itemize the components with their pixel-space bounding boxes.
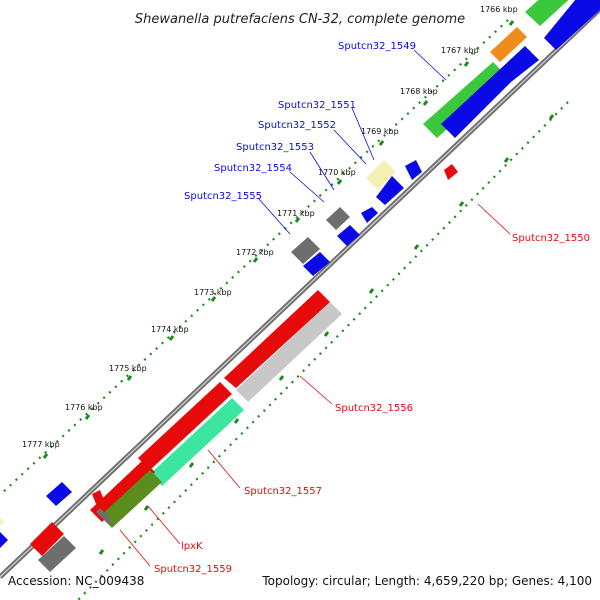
feature-orange xyxy=(490,27,527,62)
feature-blue-long xyxy=(441,46,539,138)
kbp-tick-marks xyxy=(42,20,515,459)
outer-tick-marks xyxy=(98,114,555,555)
feature-red-1558 xyxy=(90,460,155,522)
tick-mark xyxy=(458,201,465,207)
tick-label: 1772 kbp xyxy=(236,248,274,257)
tick-mark xyxy=(368,288,375,294)
tick-label: 1776 kbp xyxy=(65,403,103,412)
feature-blue-1555a xyxy=(361,207,378,223)
feature-blue-1552 xyxy=(405,160,422,180)
leader-line xyxy=(413,49,447,81)
feature-mint-1557 xyxy=(150,398,244,486)
tick-mark xyxy=(210,296,217,302)
tick-mark xyxy=(126,375,133,381)
feature-gray-bottom xyxy=(38,536,76,572)
feature-blue-1555b xyxy=(337,225,360,246)
tick-mark xyxy=(323,331,330,337)
tick-label: 1773 kbp xyxy=(194,288,232,297)
gene-label: Sputcn32_1550 xyxy=(512,233,590,244)
tick-mark xyxy=(233,418,240,424)
tick-label: 1777 kbp xyxy=(22,440,60,449)
tick-mark xyxy=(188,462,195,468)
feature-red-bottom xyxy=(30,522,64,556)
gene-label: Sputcn32_1554 xyxy=(214,163,292,174)
kbp-tick-labels: 1766 kbp 1767 kbp 1768 kbp 1769 kbp 1770… xyxy=(22,5,518,449)
genome-summary-text: Topology: circular; Length: 4,659,220 bp… xyxy=(261,574,592,588)
feature-blue-1553 xyxy=(376,176,404,205)
leader-line xyxy=(257,197,291,235)
feature-blue-top xyxy=(544,0,600,50)
leader-line xyxy=(351,107,375,161)
tick-label: 1768 kbp xyxy=(400,87,438,96)
tick-mark xyxy=(42,453,49,459)
feature-light-gray-1556 xyxy=(236,302,342,402)
tick-label: 1767 kbp xyxy=(441,46,479,55)
tick-mark xyxy=(463,61,470,67)
tick-mark xyxy=(508,20,515,26)
feature-red-1550 xyxy=(444,164,458,180)
tick-mark xyxy=(336,179,343,185)
tick-mark xyxy=(548,114,555,120)
tick-mark xyxy=(278,375,285,381)
tick-label: 1766 kbp xyxy=(480,5,518,14)
feature-pale-yellow-edge xyxy=(0,518,4,526)
tick-mark xyxy=(503,157,510,163)
leader-line xyxy=(477,203,511,235)
leader-line xyxy=(299,375,333,405)
reverse-features xyxy=(30,164,458,572)
feature-red-small xyxy=(92,490,104,504)
forward-features xyxy=(0,0,600,548)
tick-label: 1771 kbp xyxy=(277,209,315,218)
leader-line xyxy=(309,151,335,191)
gene-label: Sputcn32_1555 xyxy=(184,191,262,202)
gene-label: Sputcn32_1553 xyxy=(236,142,314,153)
tick-mark xyxy=(168,335,175,341)
tick-label: 1774 kbp xyxy=(151,325,189,334)
gene-label: Sputcn32_1557 xyxy=(244,486,322,497)
feature-green-long xyxy=(423,62,507,138)
leader-line xyxy=(289,171,325,203)
tick-mark xyxy=(84,414,91,420)
gene-label: Sputcn32_1552 xyxy=(258,120,336,131)
forward-gene-labels: Sputcn32_1549 Sputcn32_1551 Sputcn32_155… xyxy=(184,41,416,202)
tick-mark xyxy=(143,505,150,511)
forward-leader-lines xyxy=(257,49,447,235)
tick-mark xyxy=(294,217,301,223)
tick-mark xyxy=(98,549,105,555)
reverse-leader-lines xyxy=(119,203,511,567)
feature-blue-edge xyxy=(0,532,8,548)
tick-mark xyxy=(378,140,385,146)
leader-line xyxy=(207,449,241,489)
genome-backbone-highlight xyxy=(0,8,600,578)
accession-text: Accession: NC_009438 xyxy=(8,574,144,588)
gene-label: Sputcn32_1551 xyxy=(278,100,356,111)
reverse-gene-labels: Sputcn32_1550 Sputcn32_1556 Sputcn32_155… xyxy=(154,233,590,575)
feature-blue-left xyxy=(46,482,72,506)
gene-label: lpxK xyxy=(181,541,203,552)
gene-label: Sputcn32_1549 xyxy=(338,41,416,52)
feature-olive-lpxK xyxy=(100,470,162,528)
feature-gray-1554 xyxy=(326,207,350,230)
feature-blue-1556a xyxy=(303,252,330,276)
tick-mark xyxy=(422,100,429,106)
leader-line xyxy=(333,129,367,165)
feature-gray-1559 xyxy=(96,508,112,524)
map-title: Shewanella putrefaciens CN-32, complete … xyxy=(135,12,465,27)
tick-label: 1769 kbp xyxy=(361,127,399,136)
gene-label: Sputcn32_1559 xyxy=(154,564,232,575)
feature-green-top xyxy=(525,0,569,26)
tick-label: 1770 kbp xyxy=(318,168,356,177)
tick-label: 1775 kbp xyxy=(109,364,147,373)
gene-label: Sputcn32_1556 xyxy=(335,403,413,414)
feature-gray-1555 xyxy=(291,237,320,264)
feature-red-1556 xyxy=(224,290,330,388)
feature-red-1557 xyxy=(138,382,232,470)
tick-mark xyxy=(252,257,259,263)
leader-line xyxy=(119,529,151,567)
leader-line xyxy=(147,505,181,545)
tick-mark xyxy=(413,244,420,250)
feature-pale-yellow xyxy=(366,160,396,190)
